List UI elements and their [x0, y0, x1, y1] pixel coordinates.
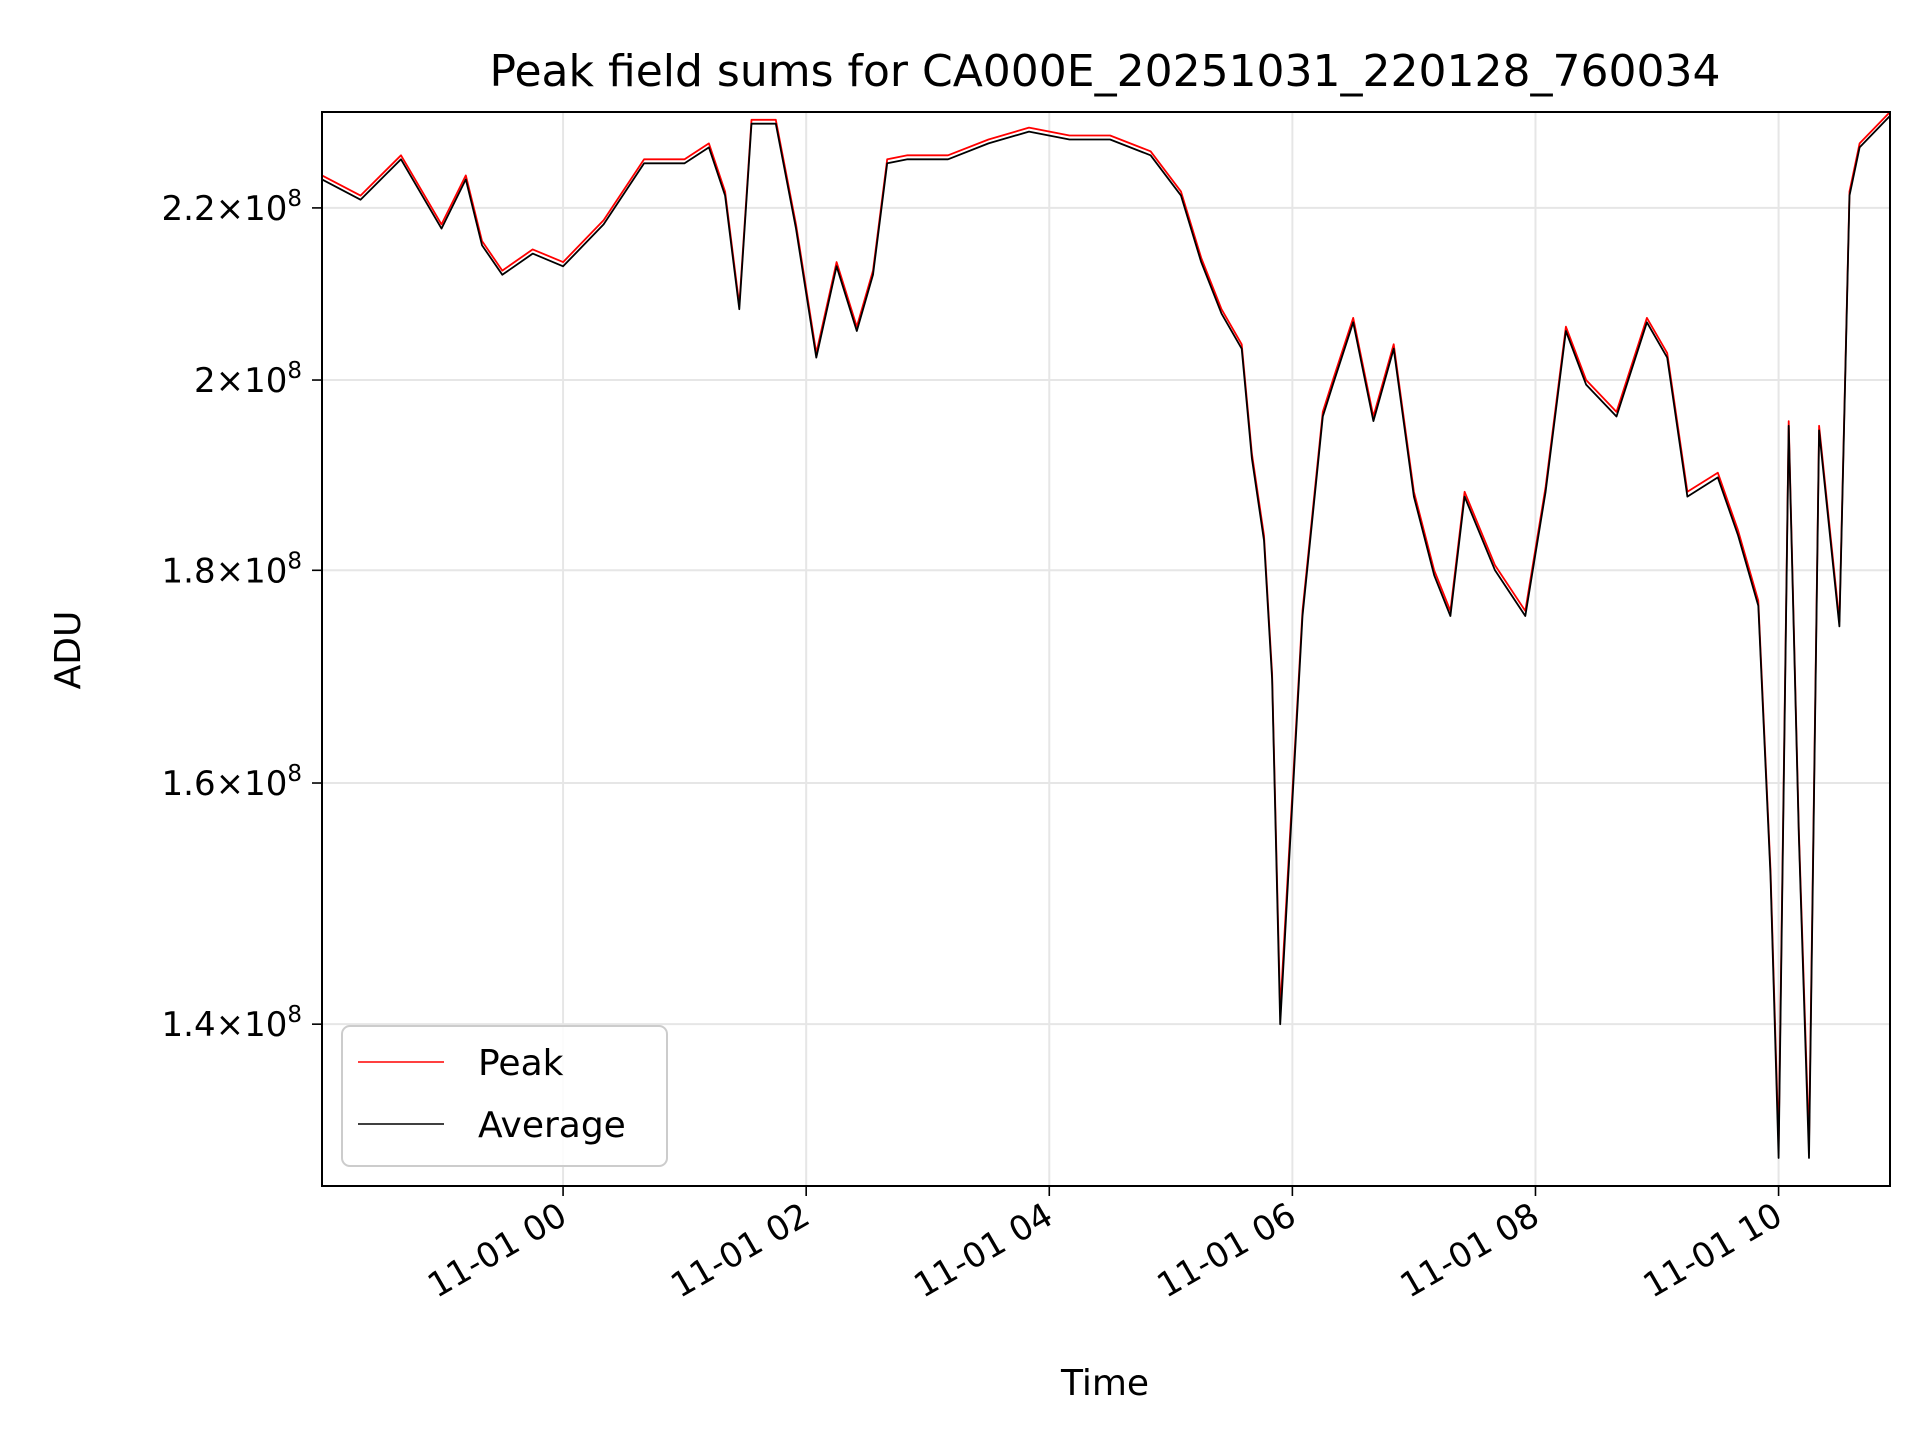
y-tick-label: 2×108 — [194, 358, 302, 401]
grid — [322, 112, 1890, 1186]
plot-background — [322, 112, 1890, 1186]
plot-area — [321, 111, 1891, 1187]
chart-title: Peak field sums for CA000E_20251031_2201… — [490, 46, 1721, 97]
y-tick-label: 1.8×108 — [162, 548, 302, 591]
y-axis-ticks: 1.4×108 1.6×108 1.8×108 2×108 2.2×108 — [162, 186, 322, 1045]
series-layer — [321, 111, 1891, 1159]
legend-label-average: Average — [478, 1105, 626, 1146]
y-tick-label: 1.4×108 — [162, 1002, 302, 1045]
legend: Peak Average — [341, 1025, 668, 1167]
legend-label-peak: Peak — [478, 1043, 564, 1084]
legend-box — [341, 1025, 668, 1167]
x-axis-label: Time — [1060, 1363, 1149, 1404]
plot-frame — [321, 111, 1891, 1187]
series-line-average — [321, 115, 1891, 1159]
y-tick-label: 1.6×108 — [162, 761, 302, 804]
y-tick-label: 2.2×108 — [162, 186, 302, 229]
y-axis-label: ADU — [48, 611, 89, 690]
